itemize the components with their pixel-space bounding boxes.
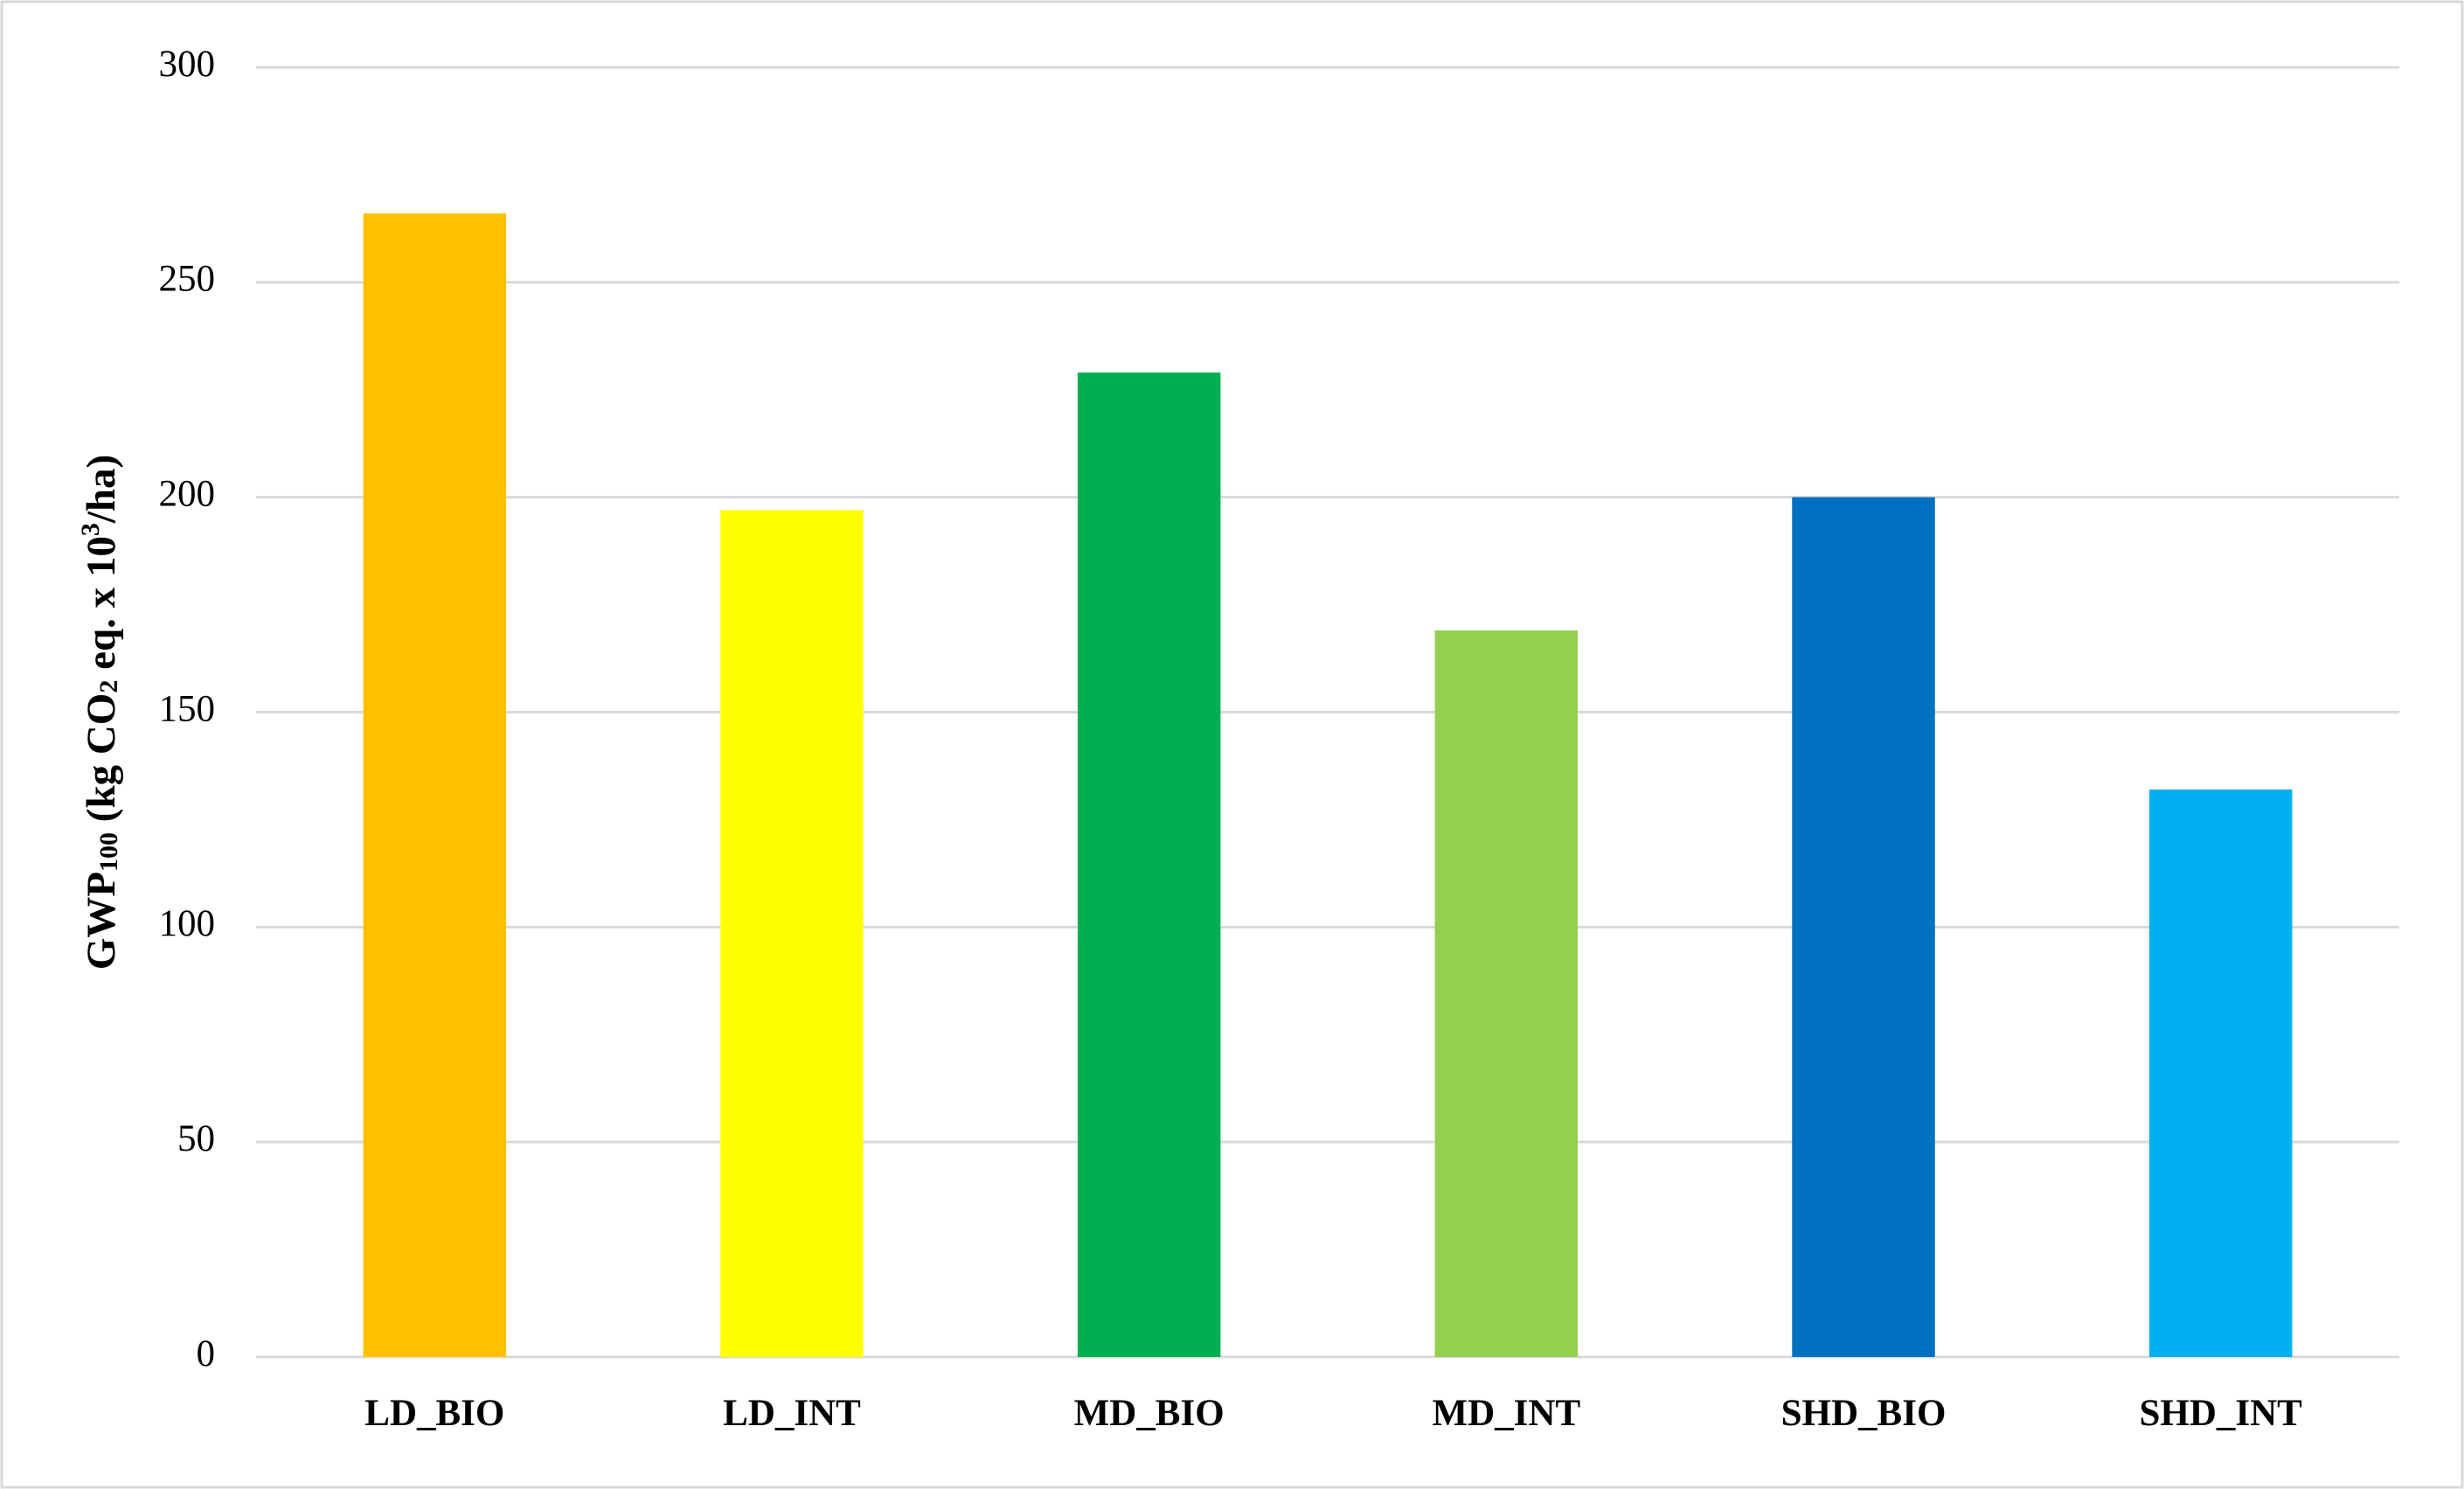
y-axis-label-part: 100: [94, 832, 123, 872]
y-axis-label-part: (kg CO: [79, 693, 124, 832]
y-tick-label: 250: [159, 259, 216, 300]
bar: [1077, 372, 1221, 1357]
bar: [720, 510, 864, 1357]
y-axis-label-part: 2: [94, 680, 123, 693]
y-tick-label: 50: [177, 1118, 215, 1159]
y-tick-label: 100: [159, 903, 216, 944]
y-axis-label-part: eq. x 10: [79, 536, 124, 680]
y-tick-label: 300: [159, 44, 216, 85]
x-tick-label: LD_INT: [723, 1393, 861, 1434]
bar: [2148, 790, 2293, 1357]
x-tick-label: MD_INT: [1433, 1393, 1581, 1434]
bar: [1792, 497, 1935, 1357]
y-axis-label-part: /ha): [79, 455, 124, 524]
y-axis-label-part: GWP: [79, 872, 124, 970]
y-tick-label: 200: [159, 474, 216, 515]
x-tick-label: SHD_INT: [2139, 1393, 2302, 1434]
y-tick-label: 150: [159, 688, 216, 729]
y-axis-label-part: 3: [76, 523, 105, 536]
y-axis-label: GWP100 (kg CO2 eq. x 103/ha): [76, 455, 123, 970]
x-tick-label: MD_BIO: [1074, 1393, 1225, 1434]
x-tick-label: LD_BIO: [364, 1393, 504, 1434]
bar: [1434, 630, 1579, 1357]
y-tick-label: 0: [197, 1333, 216, 1374]
x-tick-label: SHD_BIO: [1781, 1393, 1947, 1434]
bar: [363, 213, 507, 1358]
